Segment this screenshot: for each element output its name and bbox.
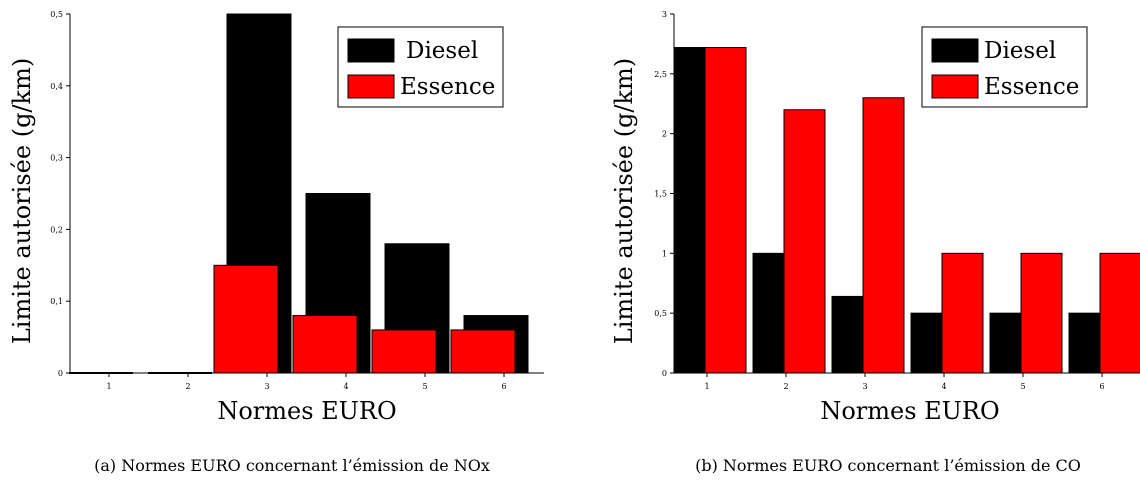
bar-essence [213, 264, 279, 374]
y-tick-label: 3 [662, 10, 667, 19]
bar-essence [941, 252, 984, 374]
panel-co: 0 0,5 1 1,5 2 2,5 3 1 2 3 4 5 6 Normes EURO Limite aut… [610, 10, 1140, 475]
legend-swatch-essence [347, 74, 395, 99]
panel-caption: (b) Normes EURO concernant l’émission de… [695, 456, 1081, 475]
legend-swatch-diesel [931, 38, 979, 63]
legend-label-essence: Essence [400, 74, 495, 100]
y-tick-label: 0,5 [50, 10, 63, 19]
bar-essence [292, 315, 358, 374]
legend-swatch-diesel [347, 38, 395, 63]
bar-essence [783, 109, 826, 374]
x-tick-label: 5 [422, 382, 427, 391]
bar-essence [704, 47, 747, 374]
bar-essence [1020, 252, 1063, 374]
y-tick-label: 1 [662, 249, 667, 258]
legend: Diesel Essence [337, 26, 504, 108]
y-tick-label: 2 [662, 130, 667, 139]
y-tick-label: 1,5 [654, 190, 667, 199]
y-tick-label: 0,2 [50, 225, 63, 234]
panel-nox: 0 0,1 0,2 0,3 0,4 0,5 1 2 3 4 5 6 Normes EURO Limite … [8, 10, 544, 475]
bar-diesel [831, 295, 869, 374]
legend-swatch-essence [931, 74, 979, 99]
y-tick-label: 0,4 [50, 82, 63, 91]
x-tick-label: 2 [783, 382, 788, 391]
legend-label-diesel: Diesel [984, 38, 1056, 64]
x-tick-label: 5 [1020, 382, 1025, 391]
bar-diesel [910, 312, 948, 374]
legend-label-essence: Essence [984, 74, 1079, 100]
legend-label-diesel: Diesel [406, 38, 478, 64]
y-tick-label: 0 [662, 369, 667, 378]
y-axis-title: Limite autorisée (g/km) [610, 58, 638, 344]
y-tick-label: 0,3 [50, 154, 63, 163]
bar-essence [371, 329, 437, 374]
bar-diesel [752, 252, 790, 374]
x-tick-label: 4 [941, 382, 946, 391]
x-tick-label: 3 [264, 382, 269, 391]
x-tick-label: 6 [1099, 382, 1104, 391]
bar-essence [450, 329, 516, 374]
y-tick-label: 0 [58, 369, 63, 378]
y-axis-title: Limite autorisée (g/km) [8, 58, 36, 344]
x-tick-label: 4 [343, 382, 348, 391]
bar-essence [1099, 252, 1140, 374]
bar-diesel [673, 47, 711, 374]
panel-caption: (a) Normes EURO concernant l’émission de… [94, 456, 490, 475]
x-axis-title: Normes EURO [820, 397, 999, 425]
y-tick-label: 0,1 [50, 297, 63, 306]
y-tick-label: 2,5 [654, 70, 667, 79]
x-tick-label: 3 [862, 382, 867, 391]
y-tick-label: 0,5 [654, 309, 667, 318]
bar-diesel [989, 312, 1027, 374]
x-axis-title: Normes EURO [217, 397, 396, 425]
x-tick-label: 6 [501, 382, 506, 391]
x-tick-label: 1 [704, 382, 709, 391]
x-tick-label: 2 [185, 382, 190, 391]
legend: Diesel Essence [921, 26, 1088, 108]
bar-essence [862, 97, 905, 374]
x-tick-label: 1 [106, 382, 111, 391]
